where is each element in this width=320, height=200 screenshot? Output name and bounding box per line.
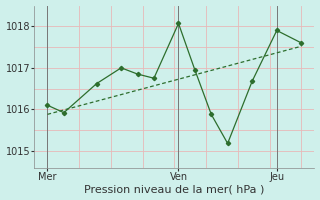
X-axis label: Pression niveau de la mer( hPa ): Pression niveau de la mer( hPa ) [84,184,265,194]
